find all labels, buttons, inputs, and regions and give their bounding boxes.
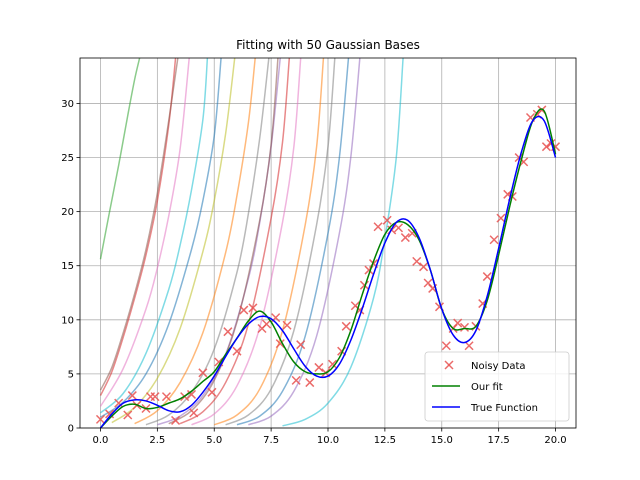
noisy-data-point	[161, 392, 171, 402]
y-axis-ticks: 0 5 10 15 20 25 30	[61, 99, 80, 435]
legend-label-true-function: True Function	[470, 403, 538, 414]
basis-curve	[99, 58, 209, 414]
basis-curve	[282, 58, 404, 427]
x-tick-label: 20.0	[544, 435, 566, 446]
noisy-data-point	[400, 233, 410, 243]
x-tick-label: 15.0	[431, 435, 453, 446]
noisy-data-point	[394, 223, 404, 233]
chart-title: Fitting with 50 Gaussian Bases	[236, 38, 420, 52]
noisy-data-point	[441, 341, 451, 351]
basis-curve	[191, 58, 302, 426]
basis-curve	[236, 58, 350, 426]
y-tick-label: 20	[61, 207, 74, 218]
noisy-data-point	[189, 408, 199, 418]
y-tick-label: 15	[61, 261, 74, 272]
x-tick-label: 2.5	[149, 435, 165, 446]
noisy-data-point	[223, 327, 233, 337]
noisy-data-point	[412, 256, 422, 266]
noisy-data-point	[296, 340, 306, 350]
noisy-data-point	[328, 359, 338, 369]
legend-label-our-fit: Our fit	[471, 382, 503, 393]
noisy-data-point	[496, 213, 506, 223]
basis-curve	[99, 58, 141, 260]
noisy-data-point	[314, 362, 324, 372]
noisy-data-point	[305, 378, 315, 388]
y-tick-label: 10	[61, 315, 74, 326]
noisy-data-point	[541, 142, 551, 152]
noisy-data-point	[198, 368, 208, 378]
basis-curve	[145, 58, 270, 426]
noisy-data-point	[291, 375, 301, 385]
legend-marker-noisy-data	[444, 360, 454, 370]
y-tick-label: 0	[68, 424, 74, 435]
noisy-data-point	[419, 262, 429, 272]
noisy-data-point	[207, 387, 217, 397]
noisy-data-point	[150, 392, 160, 402]
legend: Noisy Data Our fit True Function	[424, 351, 570, 422]
noisy-data-point	[248, 303, 258, 313]
noisy-data-point	[373, 222, 383, 232]
noisy-data-point	[282, 320, 292, 330]
x-tick-label: 12.5	[374, 435, 396, 446]
basis-curve	[100, 58, 222, 418]
y-tick-label: 25	[61, 153, 74, 164]
noisy-data-point	[341, 321, 351, 331]
y-tick-label: 5	[68, 369, 74, 380]
fit-lines	[99, 108, 557, 428]
legend-box	[424, 351, 570, 422]
noisy-data-point	[262, 319, 272, 329]
basis-curve	[248, 58, 361, 426]
x-tick-label: 7.5	[263, 435, 279, 446]
noisy-data-point	[482, 272, 492, 282]
noisy-data-point	[239, 305, 249, 315]
x-tick-label: 10.0	[317, 435, 339, 446]
noisy-data-point	[382, 215, 392, 225]
noisy-data-point	[489, 235, 499, 245]
noisy-data-point	[464, 341, 474, 351]
legend-label-noisy-data: Noisy Data	[471, 361, 526, 372]
true-function-line	[99, 115, 557, 428]
noisy-data-point	[95, 414, 106, 424]
noisy-data-point	[232, 346, 242, 356]
noisy-data-point	[359, 280, 369, 290]
y-tick-label: 30	[61, 99, 74, 110]
noisy-data-point	[127, 391, 137, 401]
x-tick-label: 17.5	[488, 435, 510, 446]
basis-curve	[225, 58, 336, 426]
x-tick-label: 0.0	[93, 435, 109, 446]
noisy-data-point	[275, 339, 285, 349]
noisy-data-point	[123, 410, 133, 420]
noisy-data-point	[453, 318, 463, 328]
noisy-data-point	[459, 322, 470, 332]
basis-curve	[99, 58, 190, 407]
x-tick-label: 5.0	[206, 435, 222, 446]
basis-curve	[213, 58, 325, 426]
basis-curve	[99, 58, 179, 391]
noisy-data-point	[186, 389, 197, 399]
noisy-data-point	[114, 398, 124, 408]
x-axis-ticks: 0.0 2.5 5.0 7.5 10.0 12.5 15.0 17.5 20.0	[93, 428, 567, 446]
noisy-data-point	[171, 415, 181, 425]
